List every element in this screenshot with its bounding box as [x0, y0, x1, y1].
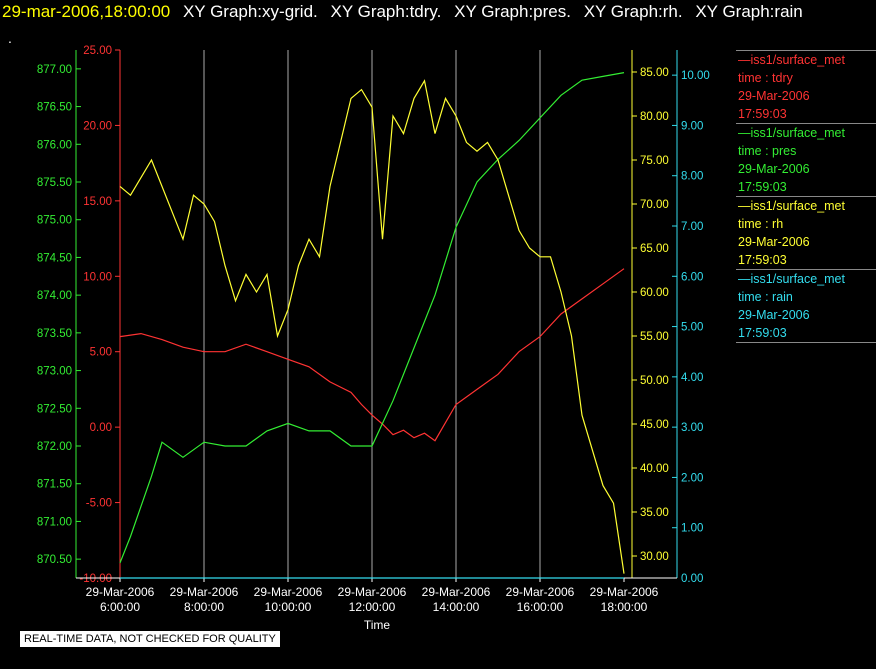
y-tick-label-rain: 8.00	[681, 171, 703, 183]
series-line-pres	[119, 72, 625, 564]
x-tick-label-date: 29-Mar-2006	[254, 585, 323, 599]
x-tick-label-time: 8:00:00	[184, 600, 224, 614]
y-tick-label-pres: 876.00	[37, 139, 72, 151]
y-tick-label-pres: 874.50	[37, 252, 72, 264]
header-graph-title-xy-grid: XY Graph:xy-grid.	[182, 2, 318, 21]
y-tick-label-tdry: 20.00	[83, 120, 112, 132]
header-graph-title-rh: XY Graph:rh.	[583, 2, 683, 21]
legend-time: 17:59:03	[738, 107, 787, 121]
x-tick-label-time: 16:00:00	[517, 600, 564, 614]
y-tick-label-rain: 6.00	[681, 271, 703, 283]
y-tick-label-pres: 875.00	[37, 215, 72, 227]
quality-disclaimer: REAL-TIME DATA, NOT CHECKED FOR QUALITY	[20, 631, 280, 647]
x-tick-label-date: 29-Mar-2006	[422, 585, 491, 599]
y-tick-label-rain: 9.00	[681, 120, 703, 132]
y-tick-label-pres: 873.50	[37, 328, 72, 340]
y-tick-label-rh: 70.00	[640, 199, 669, 211]
header-graph-title-pres: XY Graph:pres.	[454, 2, 571, 21]
x-tick-label-date: 29-Mar-2006	[170, 585, 239, 599]
legend-series-name: time : rain	[738, 290, 793, 304]
legend-line-swatch: —	[738, 272, 751, 286]
legend-entry-tdry: —iss1/surface_met time : tdry 29-Mar-200…	[736, 50, 876, 123]
legend-entry-rain: —iss1/surface_met time : rain 29-Mar-200…	[736, 269, 876, 342]
legend-series-name: time : tdry	[738, 71, 793, 85]
y-tick-label-rh: 45.00	[640, 419, 669, 431]
y-tick-label-pres: 873.00	[37, 366, 72, 378]
legend-entry-rh: —iss1/surface_met time : rh 29-Mar-2006 …	[736, 196, 876, 269]
y-tick-label-pres: 874.00	[37, 290, 72, 302]
y-tick-label-rh: 55.00	[640, 331, 669, 343]
legend-series-name: time : rh	[738, 217, 784, 231]
corner-dot: .	[8, 30, 12, 46]
header-title-bar: 29-mar-2006,18:00:00 XY Graph:xy-grid. X…	[2, 2, 803, 22]
legend-date: 29-Mar-2006	[738, 308, 810, 322]
legend-time: 17:59:03	[738, 326, 787, 340]
legend-line-swatch: —	[738, 126, 751, 140]
y-tick-label-rh: 40.00	[640, 463, 669, 475]
x-tick-label-time: 10:00:00	[265, 600, 312, 614]
y-tick-label-pres: 872.00	[37, 441, 72, 453]
x-axis-title: Time	[364, 618, 391, 632]
y-tick-label-tdry: 0.00	[90, 422, 112, 434]
y-tick-label-rain: 3.00	[681, 422, 703, 434]
x-tick-label-time: 14:00:00	[433, 600, 480, 614]
y-tick-label-pres: 872.50	[37, 403, 72, 415]
y-tick-label-tdry: -5.00	[86, 498, 112, 510]
legend-source: —iss1/surface_met	[738, 126, 845, 140]
y-tick-label-rain: 7.00	[681, 221, 703, 233]
y-tick-label-rain: 1.00	[681, 523, 703, 535]
x-tick-label-date: 29-Mar-2006	[338, 585, 407, 599]
legend: —iss1/surface_met time : tdry 29-Mar-200…	[736, 50, 876, 344]
y-tick-label-rain: 2.00	[681, 472, 703, 484]
legend-source: —iss1/surface_met	[738, 53, 845, 67]
header-timestamp: 29-mar-2006,18:00:00	[2, 2, 171, 21]
legend-source: —iss1/surface_met	[738, 272, 845, 286]
y-tick-label-tdry: 5.00	[90, 347, 112, 359]
y-tick-label-rain: 4.00	[681, 372, 703, 384]
legend-time: 17:59:03	[738, 253, 787, 267]
y-tick-label-rh: 65.00	[640, 243, 669, 255]
legend-time: 17:59:03	[738, 180, 787, 194]
y-tick-label-rh: 80.00	[640, 111, 669, 123]
y-tick-label-tdry: -10.00	[79, 573, 112, 585]
y-tick-label-pres: 871.50	[37, 479, 72, 491]
y-tick-label-pres: 871.00	[37, 516, 72, 528]
y-tick-label-pres: 876.50	[37, 102, 72, 114]
legend-date: 29-Mar-2006	[738, 89, 810, 103]
legend-entry-pres: —iss1/surface_met time : pres 29-Mar-200…	[736, 123, 876, 196]
y-tick-label-tdry: 10.00	[83, 271, 112, 283]
x-tick-label-time: 12:00:00	[349, 600, 396, 614]
y-tick-label-pres: 877.00	[37, 64, 72, 76]
legend-source: —iss1/surface_met	[738, 199, 845, 213]
y-tick-label-rh: 50.00	[640, 375, 669, 387]
x-tick-label-date: 29-Mar-2006	[590, 585, 659, 599]
x-tick-label-date: 29-Mar-2006	[506, 585, 575, 599]
legend-date: 29-Mar-2006	[738, 162, 810, 176]
y-tick-label-rain: 10.00	[681, 70, 710, 82]
x-tick-label-date: 29-Mar-2006	[86, 585, 155, 599]
y-tick-label-rh: 60.00	[640, 287, 669, 299]
header-graph-title-rain: XY Graph:rain	[695, 2, 803, 21]
y-tick-label-rh: 30.00	[640, 551, 669, 563]
legend-line-swatch: —	[738, 199, 751, 213]
y-tick-label-rh: 75.00	[640, 155, 669, 167]
legend-bottom-divider	[736, 342, 876, 344]
y-tick-label-pres: 870.50	[37, 554, 72, 566]
legend-series-name: time : pres	[738, 144, 797, 158]
x-tick-label-time: 6:00:00	[100, 600, 140, 614]
series-line-rh	[119, 79, 625, 574]
y-tick-label-rh: 85.00	[640, 67, 669, 79]
y-tick-label-tdry: 15.00	[83, 196, 112, 208]
x-tick-label-time: 18:00:00	[601, 600, 648, 614]
y-tick-label-rh: 35.00	[640, 507, 669, 519]
y-tick-label-tdry: 25.00	[83, 45, 112, 57]
header-graph-title-tdry: XY Graph:tdry.	[330, 2, 442, 21]
y-tick-label-pres: 875.50	[37, 177, 72, 189]
y-tick-label-rain: 0.00	[681, 573, 703, 585]
legend-date: 29-Mar-2006	[738, 235, 810, 249]
legend-line-swatch: —	[738, 53, 751, 67]
y-tick-label-rain: 5.00	[681, 322, 703, 334]
